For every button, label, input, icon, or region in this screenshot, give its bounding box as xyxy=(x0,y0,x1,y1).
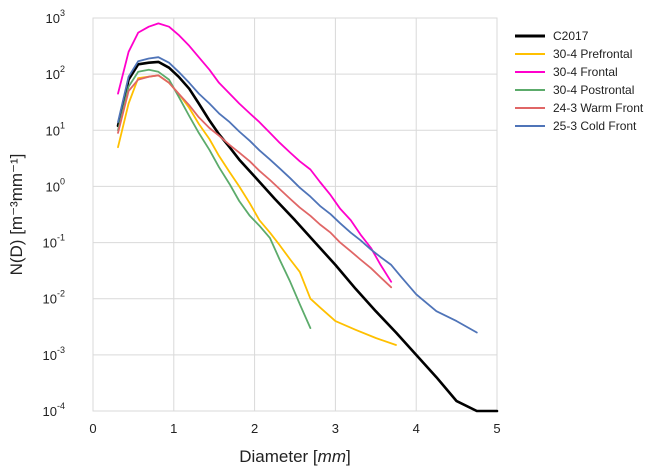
grid xyxy=(92,17,498,412)
x-tick-label: 5 xyxy=(493,421,500,436)
x-tick-label: 4 xyxy=(413,421,420,436)
axes: 0 1 2 3 4 5 10-4 10-3 10-2 10-1 100 101 102 103 Diamet… xyxy=(7,8,501,466)
plot-frame xyxy=(92,17,498,412)
y-tick-label: 103 xyxy=(46,8,65,26)
x-tick-label: 0 xyxy=(89,421,96,436)
legend-label: C2017 xyxy=(553,29,589,43)
x-tick-label: 3 xyxy=(332,421,339,436)
y-tick-label: 10-1 xyxy=(43,233,65,251)
y-tick-label: 10-4 xyxy=(43,401,65,419)
y-axis-title: N(D) [m⁻³mm⁻¹] xyxy=(7,154,26,276)
legend-label: 30-4 Postrontal xyxy=(553,83,634,97)
series-line xyxy=(117,56,478,334)
legend-label: 30-4 Frontal xyxy=(553,65,618,79)
series-line xyxy=(116,60,499,413)
y-tick-label: 102 xyxy=(46,64,65,82)
series-line xyxy=(117,68,312,330)
x-tick-label: 2 xyxy=(251,421,258,436)
series-line xyxy=(117,22,393,283)
y-tick-label: 100 xyxy=(46,176,65,194)
y-tick-label: 10-3 xyxy=(43,345,65,363)
series-line xyxy=(117,74,393,289)
series-line xyxy=(117,74,397,346)
x-axis-title: Diameter [mm] xyxy=(239,447,350,466)
legend-label: 24-3 Warm Front xyxy=(553,101,644,115)
series-lines xyxy=(116,22,499,413)
legend: C2017 30-4 Prefrontal 30-4 Frontal 30-4 Pos… xyxy=(515,29,644,133)
legend-label: 30-4 Prefrontal xyxy=(553,47,632,61)
y-tick-label: 101 xyxy=(46,120,65,138)
x-tick-label: 1 xyxy=(170,421,177,436)
y-tick-label: 10-2 xyxy=(43,289,65,307)
legend-label: 25-3 Cold Front xyxy=(553,119,637,133)
